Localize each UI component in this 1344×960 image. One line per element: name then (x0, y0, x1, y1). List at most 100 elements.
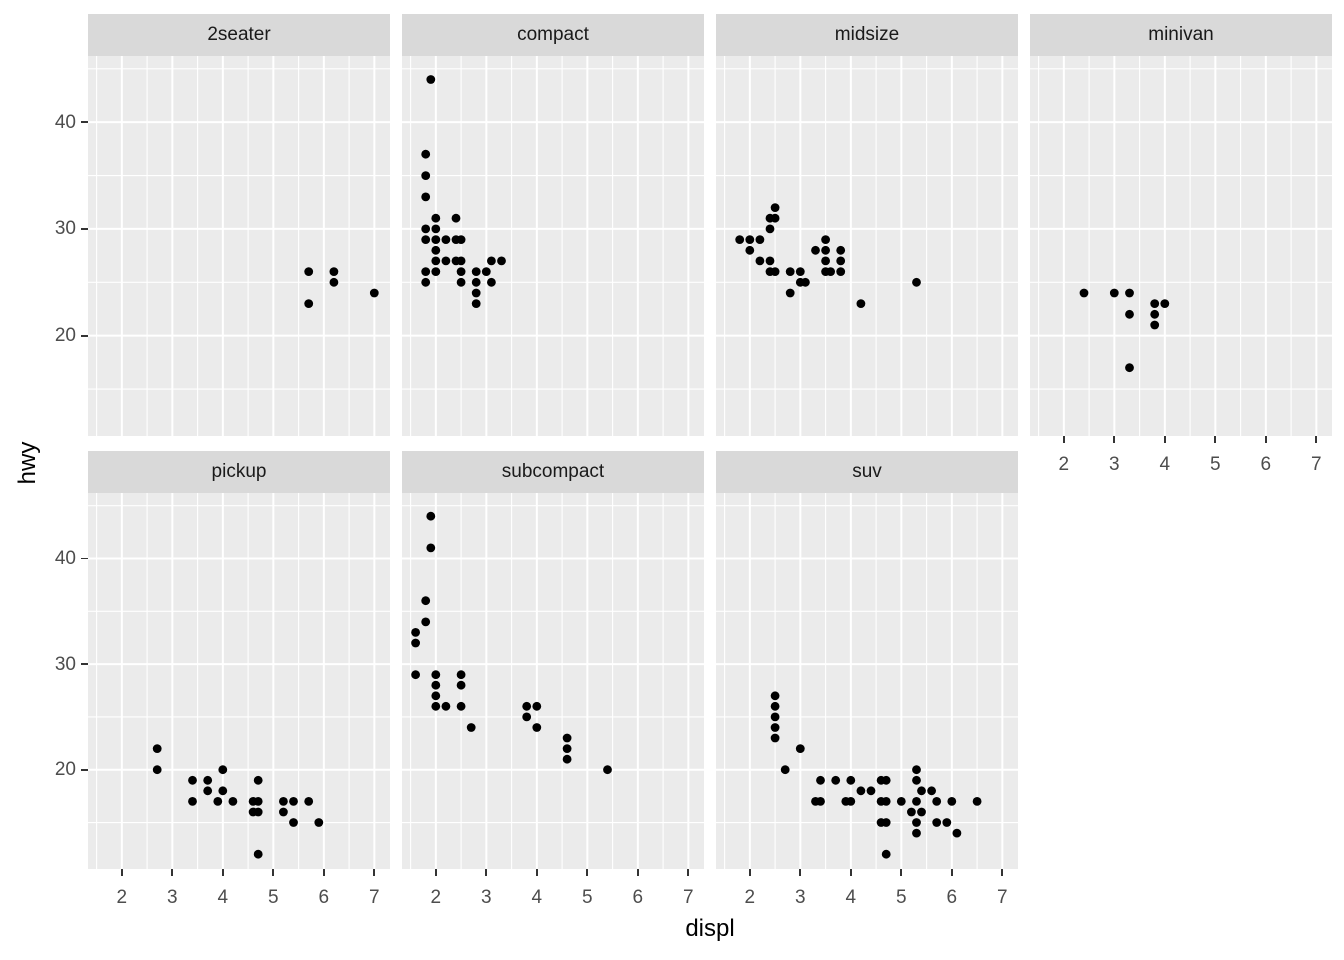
data-point (203, 786, 213, 796)
data-point (421, 277, 431, 287)
panel-background (88, 493, 390, 869)
data-point (456, 256, 466, 266)
y-tick-label: 40 (54, 111, 76, 133)
facet-strip-subcompact: subcompact (402, 451, 704, 493)
y-tick-mark (81, 334, 88, 337)
x-tick-label: 2 (116, 887, 128, 908)
data-point (770, 691, 780, 701)
data-point (426, 75, 436, 84)
data-point (952, 828, 962, 838)
data-point (441, 256, 451, 266)
x-tick-mark (748, 869, 751, 876)
data-point (770, 712, 780, 722)
data-point (1125, 363, 1134, 373)
data-point (881, 797, 891, 806)
x-tick-label: 5 (582, 887, 593, 908)
x-tick-label: 2 (1058, 454, 1070, 475)
x-tick-label: 4 (217, 887, 229, 908)
data-point (304, 267, 314, 276)
data-point (917, 807, 926, 817)
data-point (912, 765, 921, 775)
data-point (522, 712, 532, 722)
facet-panel-midsize (716, 56, 1018, 436)
data-point (770, 203, 780, 213)
data-point (431, 224, 441, 234)
y-tick-mark (81, 768, 88, 771)
x-tick-label: 6 (318, 887, 330, 908)
data-point (795, 744, 805, 753)
y-tick-mark (81, 228, 88, 230)
x-tick-label: 3 (1109, 454, 1120, 475)
y-tick-label: 20 (54, 325, 76, 347)
x-tick-label: 5 (268, 887, 279, 908)
x-tick-label: 7 (369, 887, 380, 908)
data-point (421, 235, 431, 245)
data-point (912, 818, 921, 827)
x-tick-mark (322, 869, 325, 876)
data-point (532, 723, 542, 732)
data-point (426, 543, 436, 553)
x-tick-label: 6 (632, 887, 644, 908)
data-point (917, 786, 926, 796)
x-tick-label: 4 (531, 887, 543, 908)
data-point (421, 149, 431, 159)
data-point (421, 192, 431, 202)
x-tick-label: 7 (683, 887, 694, 908)
data-point (421, 224, 431, 234)
data-point (1160, 299, 1170, 308)
panel-background (1030, 56, 1332, 436)
facet-strip-pickup: pickup (88, 451, 390, 493)
data-point (866, 786, 876, 796)
data-point (947, 797, 957, 806)
data-point (203, 775, 213, 785)
data-point (1125, 309, 1134, 319)
data-point (770, 723, 780, 732)
data-point (765, 224, 775, 234)
data-point (912, 828, 921, 838)
data-point (456, 701, 466, 711)
y-tick-mark (81, 121, 88, 124)
data-point (314, 818, 324, 827)
x-tick-mark (1163, 436, 1166, 443)
data-point (826, 267, 835, 276)
x-tick-label: 2 (430, 887, 442, 908)
x-tick-label: 6 (946, 887, 958, 908)
x-axis-title: displ (685, 915, 735, 942)
data-point (253, 797, 263, 806)
data-point (471, 288, 481, 298)
data-point (1125, 288, 1134, 298)
x-tick-mark (1214, 436, 1217, 443)
x-tick-label: 5 (1210, 454, 1221, 475)
data-point (289, 818, 298, 827)
data-point (411, 670, 420, 680)
data-point (431, 235, 441, 245)
facet-strip-compact: compact (402, 14, 704, 56)
x-tick-mark (1001, 869, 1004, 876)
panel-background (716, 493, 1018, 869)
data-point (745, 235, 755, 245)
data-point (932, 818, 942, 827)
data-point (329, 277, 339, 287)
x-tick-mark (849, 869, 852, 876)
data-point (1079, 288, 1089, 298)
data-point (456, 277, 466, 287)
data-point (497, 256, 506, 266)
data-point (603, 765, 612, 775)
data-point (821, 245, 830, 255)
x-tick-label: 6 (1260, 454, 1272, 475)
data-point (279, 797, 288, 806)
data-point (228, 797, 238, 806)
data-point (816, 775, 825, 785)
data-point (1109, 288, 1119, 298)
x-tick-mark (1113, 436, 1116, 443)
facet-panel-minivan (1030, 56, 1332, 436)
data-point (836, 267, 846, 276)
data-point (522, 701, 532, 711)
data-point (421, 617, 431, 627)
x-tick-label: 4 (1159, 454, 1171, 475)
data-point (329, 267, 339, 276)
data-point (755, 256, 765, 266)
data-point (770, 267, 780, 276)
x-tick-mark (1264, 436, 1267, 443)
data-point (562, 754, 572, 764)
